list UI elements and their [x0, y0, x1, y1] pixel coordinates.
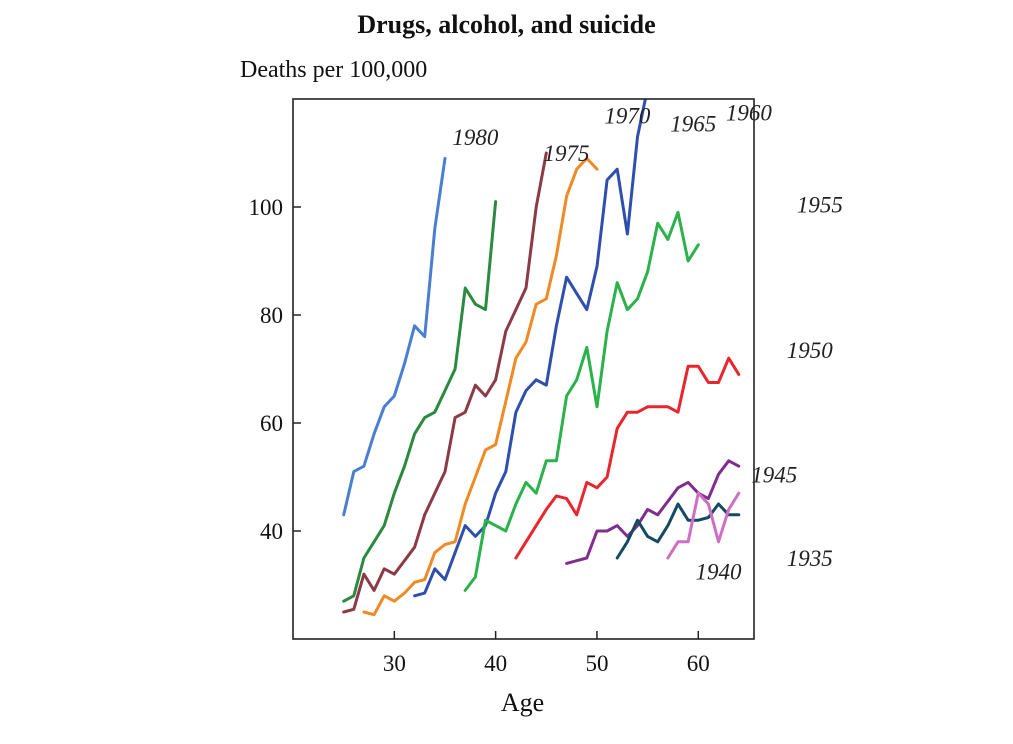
y-tick-label: 40: [260, 519, 283, 544]
series-line-1980: [342, 156, 447, 517]
series-lines: [342, 99, 741, 617]
series-line-1935: [666, 491, 741, 560]
series-label-1950: 1950: [787, 338, 834, 363]
series-line-1975: [342, 200, 498, 603]
x-axis-label: Age: [500, 688, 545, 717]
series-line-1960: [413, 99, 647, 598]
series-label-1945: 1945: [751, 462, 797, 487]
y-tick-label: 80: [260, 303, 283, 328]
series-line-1950: [514, 356, 741, 560]
series-label-1970: 1970: [604, 103, 651, 128]
y-tick-label: 60: [260, 411, 283, 436]
series-line-1945: [565, 459, 741, 565]
series-label-1940: 1940: [696, 560, 743, 585]
x-tick-label: 40: [484, 651, 507, 676]
series-line-1970: [342, 151, 548, 614]
plot-frame: [292, 98, 755, 640]
series-label-1975: 1975: [544, 141, 590, 166]
x-tick-label: 30: [383, 651, 406, 676]
series-label-1955: 1955: [797, 192, 843, 217]
y-tick-label: 100: [249, 195, 284, 220]
x-tick-label: 60: [687, 651, 710, 676]
series-label-1960: 1960: [726, 101, 773, 126]
series-label-1965: 1965: [670, 111, 716, 136]
series-line-1965: [362, 156, 599, 617]
axis-ticks: 30 40 50 60 40 60 80 100: [249, 195, 710, 676]
x-tick-label: 50: [585, 651, 608, 676]
series-line-1940: [615, 502, 741, 560]
chart-title: Drugs, alcohol, and suicide: [357, 10, 656, 39]
series-labels: 1980 1975 1970 1965 1960 1955 1950 1945 1940 1935: [452, 101, 842, 585]
y-axis-label: Deaths per 100,000: [240, 57, 428, 83]
series-label-1935: 1935: [787, 546, 833, 571]
series-line-1955: [463, 210, 700, 592]
series-label-1980: 1980: [452, 125, 499, 150]
